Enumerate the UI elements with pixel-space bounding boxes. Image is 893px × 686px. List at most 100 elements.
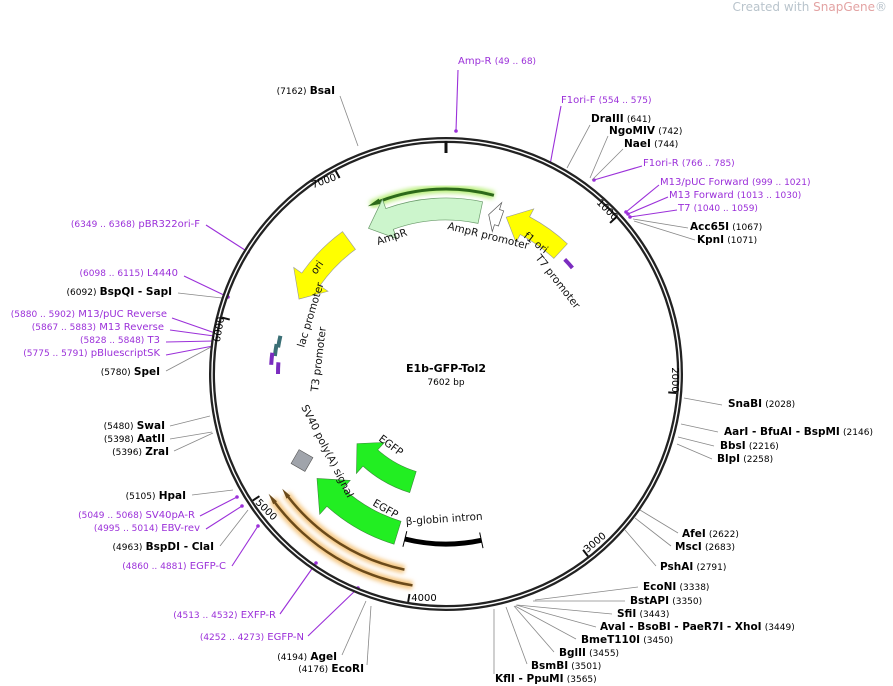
enzyme-leader-line	[676, 443, 713, 460]
enzyme-label: NgoMIV (742)	[609, 125, 682, 137]
lac-t3-promoter-mark	[276, 335, 283, 348]
enzyme-leader-line	[624, 529, 657, 567]
enzyme-label: BglII (3455)	[559, 647, 619, 659]
enzyme-position: (4963)	[113, 543, 143, 553]
enzyme-position: (5480)	[104, 422, 134, 432]
primer-label: (5828 .. 5848) T3	[80, 335, 160, 346]
primer-label: Amp-R (49 .. 68)	[458, 56, 536, 67]
enzyme-position: (3450)	[643, 636, 673, 646]
plasmid-name: E1b-GFP-Tol2	[406, 362, 486, 375]
enzyme-position: (2622)	[709, 530, 739, 540]
enzyme-label: SfiI (3443)	[617, 608, 669, 620]
enzyme-position: (2258)	[743, 455, 773, 465]
enzyme-label: SnaBI (2028)	[728, 398, 795, 410]
primer-leader-line	[231, 525, 259, 567]
tick-label: 7000	[310, 172, 338, 191]
enzyme-name: PshAI	[660, 561, 693, 573]
enzyme-position: (744)	[654, 140, 678, 150]
ori-arrow	[293, 231, 356, 300]
primer-label: (4513 .. 4532) EXFP-R	[173, 610, 276, 621]
enzyme-position: (7162)	[277, 87, 307, 97]
primer-name: EGFP-N	[267, 632, 304, 643]
enzyme-leader-line	[219, 509, 249, 547]
site-labels: Amp-R (49 .. 68)F1ori-F (554 .. 575)F1or…	[11, 56, 873, 685]
enzyme-leader-line	[177, 292, 223, 299]
enzyme-label: BbsI (2216)	[720, 440, 779, 452]
primer-label: (4252 .. 4273) EGFP-N	[200, 632, 304, 643]
enzyme-leader-line	[165, 346, 212, 372]
primer-range: (4252 .. 4273)	[200, 633, 264, 643]
enzyme-position: (5398)	[104, 435, 134, 445]
enzyme-label: (5396) ZraI	[112, 446, 169, 458]
enzyme-leader-line	[589, 135, 609, 179]
enzyme-label: (4194) AgeI	[277, 651, 337, 663]
primer-binding-mark	[314, 561, 318, 565]
primer-binding-mark	[454, 129, 458, 133]
primer-binding-mark	[240, 504, 244, 508]
t7-promoter-mark	[563, 258, 574, 270]
enzyme-label: (5480) SwaI	[104, 420, 165, 432]
enzyme-leader-line	[680, 423, 719, 433]
primer-leader-line	[165, 345, 214, 356]
enzyme-position: (1071)	[727, 236, 757, 246]
enzyme-leader-line	[366, 605, 372, 666]
enzyme-label: BlpI (2258)	[717, 453, 773, 465]
primer-leader-line	[625, 184, 660, 213]
enzyme-label: AvaI - BsoBI - PaeR7I - XhoI (3449)	[600, 621, 795, 633]
enzyme-leader-line	[513, 605, 555, 653]
primer-name: M13 Reverse	[99, 322, 164, 333]
enzyme-name: BmeT110I	[581, 634, 640, 646]
enzyme-label: (5105) HpaI	[126, 490, 186, 502]
primer-label: (6349 .. 6368) pBR322ori-F	[71, 219, 200, 230]
enzyme-position: (3443)	[639, 610, 669, 620]
enzyme-leader-line	[516, 604, 613, 615]
enzyme-label: (5780) SpeI	[101, 366, 160, 378]
enzyme-leader-line	[534, 586, 639, 601]
primer-name: Amp-R	[458, 56, 492, 67]
enzyme-leader-line	[339, 95, 359, 147]
primer-name: EXFP-R	[241, 610, 276, 621]
primer-name: T3	[147, 335, 160, 346]
enzyme-position: (2216)	[749, 442, 779, 452]
watermark-mark: ®	[875, 0, 887, 14]
enzyme-leader-line	[514, 605, 577, 640]
primer-leader-line	[627, 196, 669, 215]
enzyme-leader-line	[639, 509, 679, 534]
enzyme-name: AarI - BfuAI - BspMI	[724, 426, 840, 438]
enzyme-label: (6092) BspQI - SapI	[67, 286, 172, 298]
enzyme-name: EcoRI	[331, 663, 364, 675]
primer-name: SV40pA-R	[146, 510, 195, 521]
tick-label: 4000	[411, 593, 436, 604]
primer-range: (5828 .. 5848)	[80, 336, 144, 346]
enzyme-position: (4194)	[277, 653, 307, 663]
sv40-polya-mark	[290, 449, 314, 472]
primer-range: (49 .. 68)	[495, 57, 536, 67]
enzyme-name: DraIII	[591, 113, 624, 125]
enzyme-name: AgeI	[310, 651, 337, 663]
enzyme-name: BlpI	[717, 453, 740, 465]
enzyme-position: (2791)	[696, 563, 726, 573]
tick-mark	[221, 316, 230, 321]
enzyme-name: EcoNI	[643, 581, 676, 593]
primer-binding-mark	[626, 212, 630, 216]
enzyme-leader-line	[591, 148, 624, 181]
enzyme-position: (3501)	[571, 662, 601, 672]
plasmid-length: 7602 bp	[427, 378, 464, 388]
feature-label-t3-promoter: T3 promoter	[309, 326, 329, 394]
primer-range: (5867 .. 5883)	[32, 323, 96, 333]
enzyme-position: (3449)	[765, 623, 795, 633]
primer-label: (5049 .. 5068) SV40pA-R	[78, 510, 195, 521]
enzyme-label: Acc65I (1067)	[690, 221, 762, 233]
primer-label: F1ori-R (766 .. 785)	[643, 158, 735, 169]
enzyme-name: AatII	[137, 433, 165, 445]
enzyme-position: (3338)	[680, 583, 710, 593]
enzyme-position: (2683)	[705, 543, 735, 553]
tick-label: 6000	[212, 316, 227, 343]
enzyme-name: ZraI	[145, 446, 169, 458]
enzyme-leader-line	[566, 124, 591, 169]
enzyme-name: Acc65I	[690, 221, 729, 233]
primer-leader-line	[629, 209, 678, 218]
primer-range: (4513 .. 4532)	[173, 611, 237, 621]
primer-name: M13/pUC Forward	[660, 177, 749, 188]
